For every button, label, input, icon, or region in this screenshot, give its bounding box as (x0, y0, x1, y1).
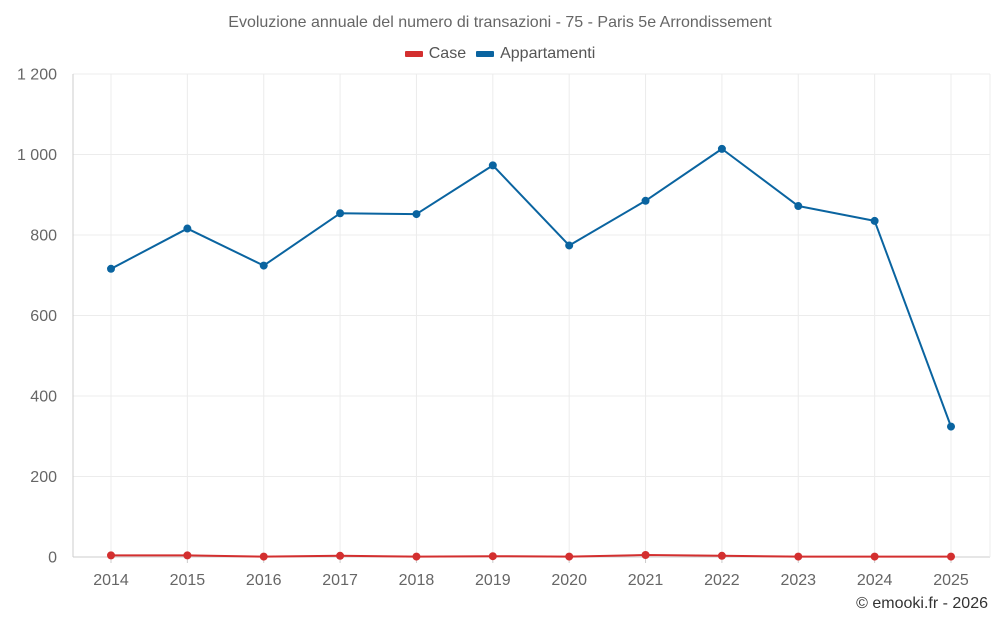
y-tick-label: 1 000 (17, 147, 57, 164)
series-line-appartamenti (110, 147, 952, 427)
data-point-case[interactable] (565, 552, 574, 561)
data-point-case[interactable] (641, 550, 650, 559)
data-point-appartamenti[interactable] (107, 264, 115, 273)
legend-label-case: Case (428, 45, 467, 62)
data-point-appartamenti[interactable] (412, 210, 421, 219)
credit-text: © emooki.fr - 2026 (856, 595, 988, 612)
legend-swatch-appartamenti (476, 51, 495, 57)
data-point-appartamenti[interactable] (641, 196, 650, 205)
data-point-case[interactable] (794, 552, 803, 561)
data-point-case[interactable] (717, 551, 726, 560)
y-tick-label: 200 (30, 469, 57, 486)
y-tick-label: 0 (48, 550, 57, 567)
x-tick-label: 2018 (399, 572, 435, 589)
x-tick-label: 2024 (857, 572, 893, 589)
data-point-case[interactable] (488, 552, 497, 561)
data-point-appartamenti[interactable] (565, 241, 574, 250)
y-tick-label: 1 200 (17, 67, 57, 84)
data-point-appartamenti[interactable] (259, 261, 268, 270)
data-point-case[interactable] (183, 551, 192, 560)
x-tick-label: 2022 (704, 572, 740, 589)
x-tick-label: 2021 (628, 572, 664, 589)
x-tick-label: 2015 (170, 572, 206, 589)
legend-item-appartamenti[interactable]: Appartamenti (476, 45, 595, 63)
y-tick-label: 600 (30, 308, 57, 325)
legend-item-case[interactable]: Case (404, 45, 467, 63)
y-tick-label: 400 (30, 389, 57, 406)
x-tick-label: 2017 (322, 572, 358, 589)
chart-legend: Case Appartamenti (0, 45, 1000, 63)
data-point-appartamenti[interactable] (183, 224, 192, 233)
series-line-case (111, 553, 951, 558)
data-point-case[interactable] (259, 552, 268, 561)
chart-title: Evoluzione annuale del numero di transaz… (228, 14, 772, 31)
data-point-appartamenti[interactable] (717, 144, 726, 153)
x-tick-label: 2014 (93, 572, 129, 589)
data-point-case[interactable] (107, 551, 115, 560)
x-tick-label: 2019 (475, 572, 511, 589)
x-tick-label: 2016 (246, 572, 282, 589)
data-point-case[interactable] (412, 552, 421, 561)
legend-swatch-case (404, 51, 423, 57)
x-tick-label: 2020 (551, 572, 587, 589)
data-point-case[interactable] (870, 552, 879, 561)
data-point-case[interactable] (947, 552, 955, 561)
data-point-appartamenti[interactable] (947, 422, 955, 431)
x-tick-label: 2025 (933, 572, 969, 589)
data-point-appartamenti[interactable] (336, 209, 345, 218)
data-point-case[interactable] (336, 551, 345, 560)
data-point-appartamenti[interactable] (488, 161, 497, 170)
legend-label-appartamenti: Appartamenti (500, 45, 596, 62)
x-tick-label: 2023 (780, 572, 816, 589)
data-point-appartamenti[interactable] (870, 216, 879, 225)
data-point-appartamenti[interactable] (794, 202, 803, 211)
y-tick-label: 800 (30, 228, 57, 245)
